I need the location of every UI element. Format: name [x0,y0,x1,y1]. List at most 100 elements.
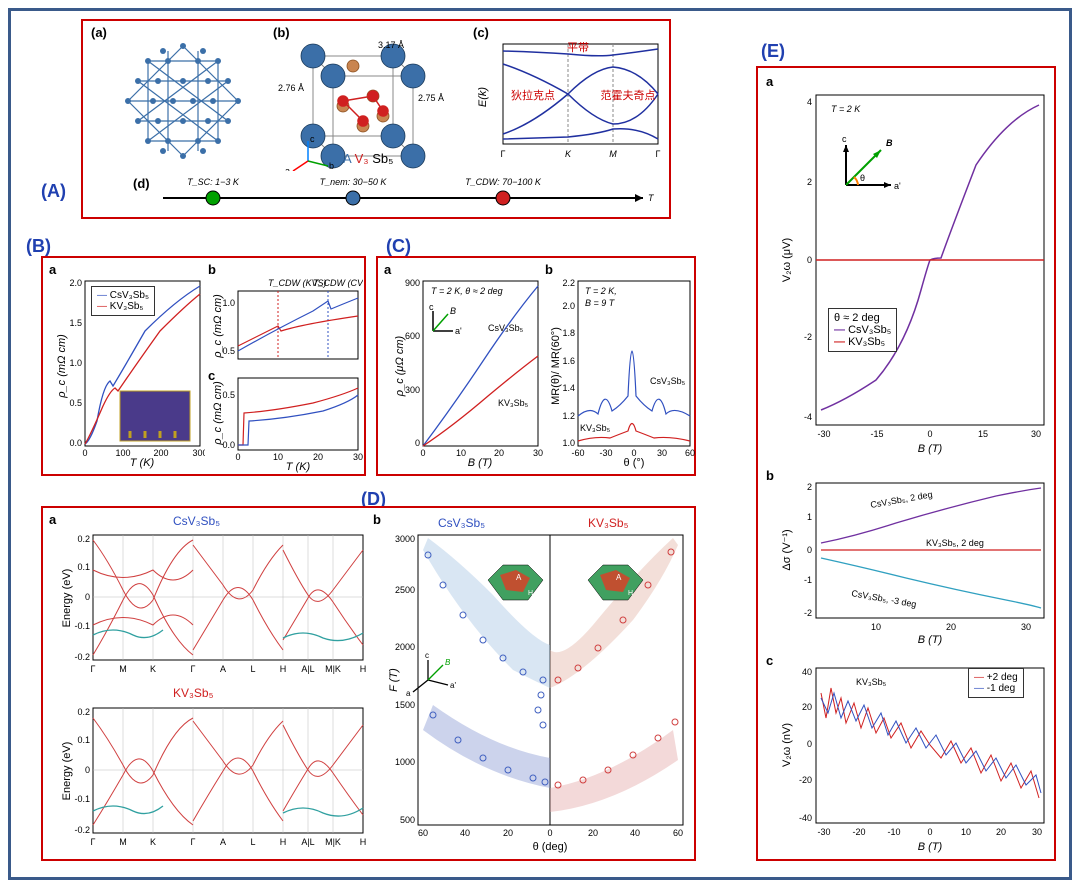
panelB-a-legend: — CsV₃Sb₅ — KV₃Sb₅ [91,286,155,316]
panelE-a-chart: V₂ω (μV) B (T) -30 -15 0 15 30 -4 -2 0 2… [776,90,1051,460]
svg-text:Γ: Γ [656,149,661,159]
svg-text:10: 10 [456,448,466,458]
svg-text:CsV₃Sb₅, -3 deg: CsV₃Sb₅, -3 deg [851,588,918,609]
svg-text:200: 200 [153,448,168,458]
svg-text:KV₃Sb₅, 2 deg: KV₃Sb₅, 2 deg [926,538,984,548]
panel-E: a b c V₂ω (μV) B (T) -30 -15 0 15 30 -4 … [756,66,1056,861]
svg-text:20: 20 [996,827,1006,837]
svg-text:500: 500 [400,815,415,825]
svg-text:T = 2 K,: T = 2 K, [585,286,617,296]
svg-text:40: 40 [460,828,470,838]
svg-text:Γ: Γ [501,149,506,159]
svg-text:0: 0 [807,255,812,265]
svg-text:-2: -2 [804,608,812,618]
svg-text:10: 10 [871,622,881,632]
svg-text:0: 0 [235,452,240,462]
svg-text:40: 40 [630,828,640,838]
panelE-b-chart: Δσ (V⁻¹) B (T) 10 20 30 -2 -1 0 1 2 CsV₃… [776,478,1051,648]
svg-text:V₂ω (μV): V₂ω (μV) [781,238,793,282]
svg-text:T_CDW: 70−100 K: T_CDW: 70−100 K [465,177,542,187]
svg-text:60: 60 [685,448,695,458]
panel-B: a b c ρ_c (mΩ cm) T (K) 0 100 200 300 0.… [41,256,366,476]
panelD-a-label: a [49,512,56,527]
svg-text:CsV₃Sb₅: CsV₃Sb₅ [650,376,686,386]
svg-text:2000: 2000 [395,642,415,652]
panelA-c-label: (c) [473,25,489,40]
svg-text:-0.2: -0.2 [74,825,90,835]
svg-text:0: 0 [927,827,932,837]
svg-text:0.5: 0.5 [222,390,235,400]
svg-text:b: b [329,161,334,171]
svg-text:2: 2 [807,482,812,492]
panel-A: (a) (b) (c) (d) [81,19,671,219]
svg-text:B: B [445,658,451,667]
svg-text:2: 2 [807,177,812,187]
svg-text:0: 0 [807,545,812,555]
svg-text:CsV₃Sb₅: CsV₃Sb₅ [488,323,524,333]
svg-text:20: 20 [503,828,513,838]
panel-D: a b CsV₃Sb₅ Energy (eV) -0.2 -0.1 [41,506,696,861]
svg-text:H: H [360,837,367,847]
svg-text:15: 15 [978,429,988,439]
svg-text:c: c [425,651,429,660]
panelA-d-phase-line: T_SC: 1−3 K T_nem: 30−50 K T_CDW: 70−100… [153,173,663,218]
svg-text:KV₃Sb₅: KV₃Sb₅ [580,423,611,433]
svg-text:-30: -30 [817,429,830,439]
panelB-b-label: b [208,262,216,277]
svg-text:30: 30 [353,452,363,462]
svg-text:CsV₃Sb₅, 2 deg: CsV₃Sb₅, 2 deg [870,489,934,510]
svg-text:Energy (eV): Energy (eV) [61,569,73,628]
panelC-b-chart: MR(θ)/ MR(60°) θ (°) -60 -30 0 30 60 1.0… [550,276,695,471]
panelA-formula: A V₃ Sb₅ [343,151,393,166]
svg-text:0: 0 [85,765,90,775]
svg-text:H: H [360,664,367,674]
panelC-a-label: a [384,262,391,277]
svg-text:2.0: 2.0 [562,301,575,311]
svg-text:H: H [628,590,633,597]
svg-text:60: 60 [673,828,683,838]
svg-text:θ (deg): θ (deg) [533,841,568,853]
svg-text:Γ: Γ [91,664,96,674]
svg-text:300: 300 [405,385,420,395]
svg-text:M|K: M|K [325,664,341,674]
svg-text:T (K): T (K) [130,457,155,469]
svg-text:B = 9 T: B = 9 T [585,298,616,308]
svg-text:-60: -60 [571,448,584,458]
svg-text:-2: -2 [804,332,812,342]
svg-text:A: A [516,573,522,582]
svg-text:300: 300 [192,448,205,458]
svg-text:K: K [150,664,156,674]
svg-text:3.17 Å: 3.17 Å [378,40,404,50]
svg-text:-30: -30 [599,448,612,458]
svg-text:Δσ (V⁻¹): Δσ (V⁻¹) [781,529,793,570]
svg-text:1.5: 1.5 [69,318,82,328]
svg-text:L: L [250,664,255,674]
svg-text:30: 30 [1032,827,1042,837]
svg-text:狄拉克点: 狄拉克点 [511,88,555,102]
label-A: (A) [41,181,66,202]
svg-text:θ (°): θ (°) [624,457,645,469]
svg-text:c: c [429,302,434,312]
panelD-b-label: b [373,512,381,527]
panelA-c-chart: E(k) Γ K M Γ 平带 狄拉克点 范霍夫奇点 [478,39,663,164]
svg-text:1.0: 1.0 [69,358,82,368]
svg-text:0.1: 0.1 [77,735,90,745]
figure-frame: (A) (a) (b) (c) (d) [8,8,1072,880]
svg-text:-0.1: -0.1 [74,794,90,804]
svg-text:30: 30 [1021,622,1031,632]
svg-text:2.2: 2.2 [562,278,575,288]
svg-text:0.2: 0.2 [77,534,90,544]
panelB-b-chart: ρ_c (mΩ cm) T_CDW (KVS) T_CDW (CVS) 0.5 … [213,276,363,371]
svg-text:-20: -20 [852,827,865,837]
svg-text:-30: -30 [817,827,830,837]
svg-text:Γ: Γ [91,837,96,847]
svg-text:H: H [528,590,533,597]
svg-text:60: 60 [418,828,428,838]
svg-text:T_CDW (CVS): T_CDW (CVS) [313,278,363,288]
svg-text:a': a' [450,681,456,690]
svg-text:0.2: 0.2 [77,707,90,717]
panelC-b-label: b [545,262,553,277]
panelD-b-title2: KV₃Sb₅ [588,516,628,530]
svg-text:a: a [406,689,411,698]
svg-text:30: 30 [1031,429,1041,439]
